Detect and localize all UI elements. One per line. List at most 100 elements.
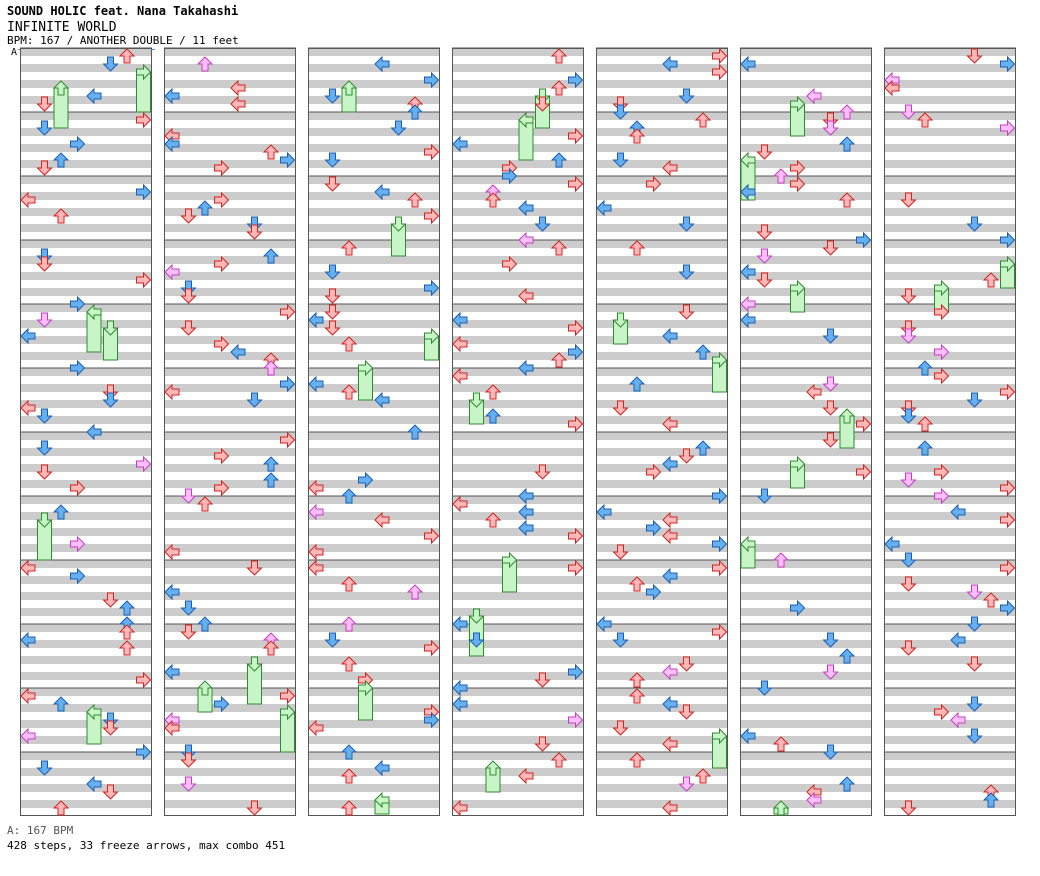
- step-arrow-right: [568, 559, 584, 577]
- right-arrow-icon: [280, 303, 296, 321]
- step-arrow-left: [20, 191, 36, 209]
- up-arrow-icon: [340, 384, 358, 400]
- up-arrow-icon: [340, 240, 358, 256]
- step-arrow-right: [214, 335, 230, 353]
- step-arrow-right: [646, 463, 662, 481]
- right-arrow-icon: [502, 167, 518, 185]
- step-arrow-right: [568, 711, 584, 729]
- step-arrow-up: [262, 456, 280, 472]
- beat-stripe: [596, 288, 728, 296]
- step-arrow-down: [102, 784, 119, 800]
- step-arrow-up: [628, 752, 646, 768]
- step-arrow-left: [740, 183, 756, 201]
- step-arrow-left: [164, 543, 180, 561]
- up-arrow-icon: [52, 800, 70, 816]
- beat-stripe: [452, 720, 584, 728]
- beat-stripe: [20, 288, 152, 296]
- down-arrow-icon: [324, 152, 341, 168]
- step-arrow-right: [568, 71, 584, 89]
- step-arrow-down: [612, 544, 629, 560]
- beat-stripe: [164, 528, 296, 536]
- down-arrow-icon: [678, 264, 695, 280]
- up-arrow-icon: [340, 576, 358, 592]
- step-arrow-up: [628, 128, 646, 144]
- step-arrow-right: [646, 583, 662, 601]
- beat-stripe: [452, 624, 584, 632]
- beat-stripe: [596, 400, 728, 408]
- down-arrow-icon: [612, 312, 629, 328]
- step-arrow-down: [324, 288, 341, 304]
- right-arrow-icon: [712, 623, 728, 641]
- step-arrow-left: [740, 535, 756, 569]
- beat-stripe: [884, 496, 1016, 504]
- beat-stripe: [452, 336, 584, 344]
- down-arrow-icon: [468, 392, 485, 408]
- beat-stripe: [452, 704, 584, 712]
- step-arrow-right: [358, 471, 374, 489]
- right-arrow-icon: [1000, 479, 1016, 497]
- right-arrow-icon: [424, 143, 440, 161]
- step-arrow-left: [740, 295, 756, 313]
- beat-stripe: [452, 432, 584, 440]
- step-arrow-left: [452, 679, 468, 697]
- up-arrow-icon: [628, 672, 646, 688]
- left-arrow-icon: [308, 375, 324, 393]
- beat-stripe: [740, 368, 872, 376]
- step-arrow-right: [280, 431, 296, 449]
- step-arrow-down: [324, 152, 341, 168]
- up-arrow-icon: [52, 696, 70, 712]
- right-arrow-icon: [136, 743, 152, 761]
- beat-stripe: [740, 560, 872, 568]
- left-arrow-icon: [20, 191, 36, 209]
- step-arrow-down: [324, 320, 341, 336]
- step-arrow-down: [180, 488, 197, 504]
- chart-column-frame: [452, 48, 584, 816]
- step-arrow-down: [900, 288, 917, 304]
- right-arrow-icon: [646, 175, 662, 193]
- step-arrow-right: [790, 159, 806, 177]
- down-arrow-icon: [966, 584, 983, 600]
- beat-stripe: [164, 496, 296, 504]
- down-arrow-icon: [678, 304, 695, 320]
- beat-stripe: [452, 288, 584, 296]
- step-arrow-down: [966, 696, 983, 712]
- step-arrow-left: [20, 687, 36, 705]
- beat-stripe: [164, 608, 296, 616]
- beat-stripe: [164, 640, 296, 648]
- step-arrow-down: [612, 720, 629, 736]
- beat-stripe: [308, 80, 440, 88]
- up-arrow-icon: [916, 360, 934, 376]
- step-arrow-up: [196, 616, 214, 632]
- down-arrow-icon: [180, 208, 197, 224]
- beat-stripe: [20, 400, 152, 408]
- left-arrow-icon: [596, 199, 612, 217]
- left-arrow-icon: [518, 111, 534, 129]
- beat-stripe: [20, 720, 152, 728]
- left-arrow-icon: [20, 399, 36, 417]
- beat-stripe: [20, 384, 152, 392]
- step-arrow-right: [856, 463, 872, 481]
- step-arrow-left: [86, 303, 102, 353]
- step-arrow-down: [468, 632, 485, 648]
- step-arrow-down: [822, 744, 839, 760]
- step-arrow-left: [950, 503, 966, 521]
- step-arrow-down: [468, 392, 485, 425]
- beat-stripe: [164, 368, 296, 376]
- left-arrow-icon: [662, 327, 678, 345]
- beat-stripe: [596, 496, 728, 504]
- step-arrow-down: [966, 584, 983, 600]
- up-arrow-icon: [118, 48, 136, 64]
- right-arrow-icon: [1000, 231, 1016, 249]
- left-arrow-icon: [662, 511, 678, 529]
- beat-stripe: [308, 464, 440, 472]
- down-arrow-icon: [246, 560, 263, 576]
- down-arrow-icon: [36, 312, 53, 328]
- step-arrow-down: [36, 96, 53, 112]
- right-arrow-icon: [856, 231, 872, 249]
- beat-stripe: [20, 336, 152, 344]
- beat-stripe: [308, 656, 440, 664]
- right-arrow-icon: [568, 319, 584, 337]
- beat-stripe: [308, 176, 440, 184]
- song-title: INFINITE WORLD: [7, 20, 117, 35]
- beat-stripe: [20, 496, 152, 504]
